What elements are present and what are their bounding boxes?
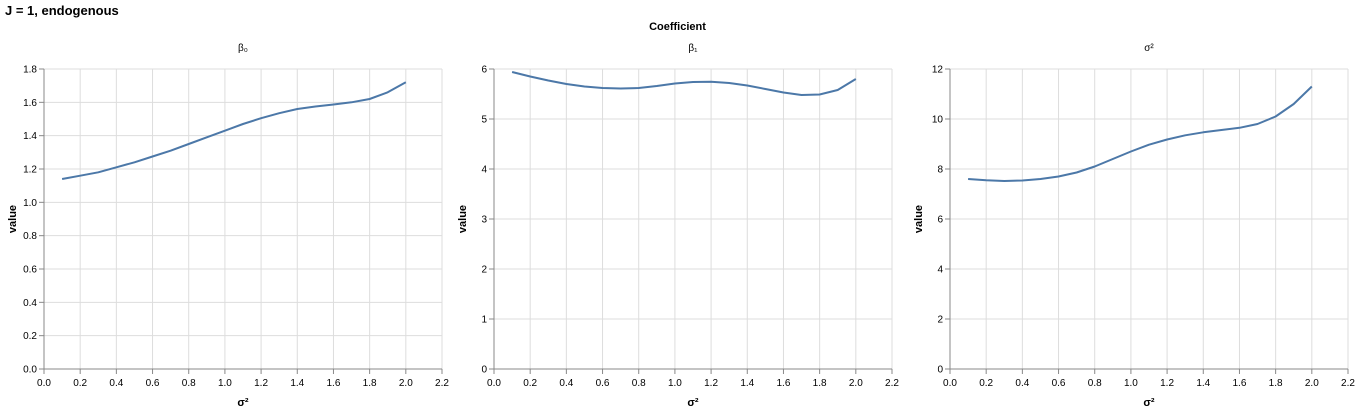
x-tick-label: 0.0 — [943, 378, 957, 389]
facet-header: Coefficient — [649, 21, 706, 33]
y-tick-label: 4 — [937, 265, 943, 276]
chart-panel-3: 0.0 0.2 0.4 0.6 0.8 1.0 1.2 1.4 1.6 1.8 2.0 2.2 0 2 4 6… — [913, 43, 1355, 409]
x-tick-label: 1.4 — [1196, 378, 1210, 389]
x-tick-label: 1.2 — [704, 378, 718, 389]
x-tick-label: 1.2 — [1160, 378, 1174, 389]
y-tick-label: 1.6 — [23, 98, 37, 109]
y-tick-label: 6 — [937, 215, 943, 226]
y-tick-label: 0 — [481, 365, 487, 376]
y-tick-label: 1.0 — [23, 198, 37, 209]
panel-title: σ² — [1144, 43, 1154, 54]
x-tick-label: 2.2 — [435, 378, 449, 389]
y-tick-label: 0.8 — [23, 231, 37, 242]
y-tick-label: 0.6 — [23, 265, 37, 276]
y-tick-label: 2 — [937, 315, 943, 326]
series-line — [511, 71, 857, 96]
x-tick-label: 1.8 — [363, 378, 377, 389]
y-tick-label: 0.2 — [23, 331, 37, 342]
x-tick-label: 0.8 — [1088, 378, 1102, 389]
x-tick-label: 0.2 — [73, 378, 87, 389]
x-tick-label: 2.0 — [1305, 378, 1319, 389]
chart-panel-1: 0.0 0.2 0.4 0.6 0.8 1.0 1.2 1.4 1.6 1.8 2.0 2.2 0.0 0… — [7, 43, 449, 409]
y-tick-label: 0.0 — [23, 365, 37, 376]
x-tick-label: 0.6 — [1052, 378, 1066, 389]
x-tick-label: 2.2 — [1341, 378, 1355, 389]
y-tick-label: 1.8 — [23, 65, 37, 76]
x-tick-label: 1.6 — [327, 378, 341, 389]
x-tick-label: 2.0 — [849, 378, 863, 389]
x-tick-label: 2.0 — [399, 378, 413, 389]
x-tick-label: 1.0 — [668, 378, 682, 389]
y-tick-label: 6 — [481, 65, 487, 76]
y-tick-label: 2 — [481, 265, 487, 276]
chart-panel-2: 0.0 0.2 0.4 0.6 0.8 1.0 1.2 1.4 1.6 1.8 2.0 2.2 0 1 2 3… — [457, 43, 899, 409]
x-tick-label: 1.4 — [740, 378, 754, 389]
y-tick-label: 10 — [932, 115, 944, 126]
y-tick-label: 0.4 — [23, 298, 37, 309]
y-tick-label: 1 — [481, 315, 487, 326]
y-tick-label: 0 — [937, 365, 943, 376]
y-tick-label: 3 — [481, 215, 487, 226]
y-tick-label: 8 — [937, 165, 943, 176]
x-tick-label: 0.8 — [632, 378, 646, 389]
x-tick-label: 1.8 — [813, 378, 827, 389]
x-tick-label: 1.4 — [290, 378, 304, 389]
x-tick-label: 0.6 — [596, 378, 610, 389]
y-tick-label: 1.2 — [23, 165, 37, 176]
x-tick-label: 0.0 — [487, 378, 501, 389]
x-tick-label: 0.4 — [109, 378, 123, 389]
x-tick-label: 1.8 — [1269, 378, 1283, 389]
y-tick-label: 1.4 — [23, 131, 37, 142]
x-axis-label: σ² — [1143, 397, 1155, 409]
y-tick-label: 12 — [932, 65, 944, 76]
x-tick-label: 1.0 — [1124, 378, 1138, 389]
x-axis-label: σ² — [237, 397, 249, 409]
x-tick-label: 2.2 — [885, 378, 899, 389]
panel-title: β₁ — [688, 43, 698, 54]
x-tick-label: 0.8 — [182, 378, 196, 389]
x-tick-label: 0.2 — [979, 378, 993, 389]
y-tick-label: 4 — [481, 165, 487, 176]
y-tick-label: 5 — [481, 115, 487, 126]
x-axis-label: σ² — [687, 397, 699, 409]
y-axis-label: value — [7, 205, 19, 233]
x-tick-label: 1.6 — [777, 378, 791, 389]
x-tick-label: 0.2 — [523, 378, 537, 389]
x-tick-label: 1.0 — [218, 378, 232, 389]
x-tick-label: 1.6 — [1233, 378, 1247, 389]
x-tick-label: 1.2 — [254, 378, 268, 389]
series-line — [968, 85, 1313, 182]
series-line — [61, 81, 407, 180]
x-tick-label: 0.4 — [559, 378, 573, 389]
y-axis-label: value — [913, 205, 925, 233]
x-tick-label: 0.4 — [1015, 378, 1029, 389]
x-tick-label: 0.6 — [146, 378, 160, 389]
panel-title: β₀ — [238, 43, 248, 54]
figure-title: J = 1, endogenous — [5, 3, 119, 18]
y-axis-label: value — [457, 205, 469, 233]
x-tick-label: 0.0 — [37, 378, 51, 389]
